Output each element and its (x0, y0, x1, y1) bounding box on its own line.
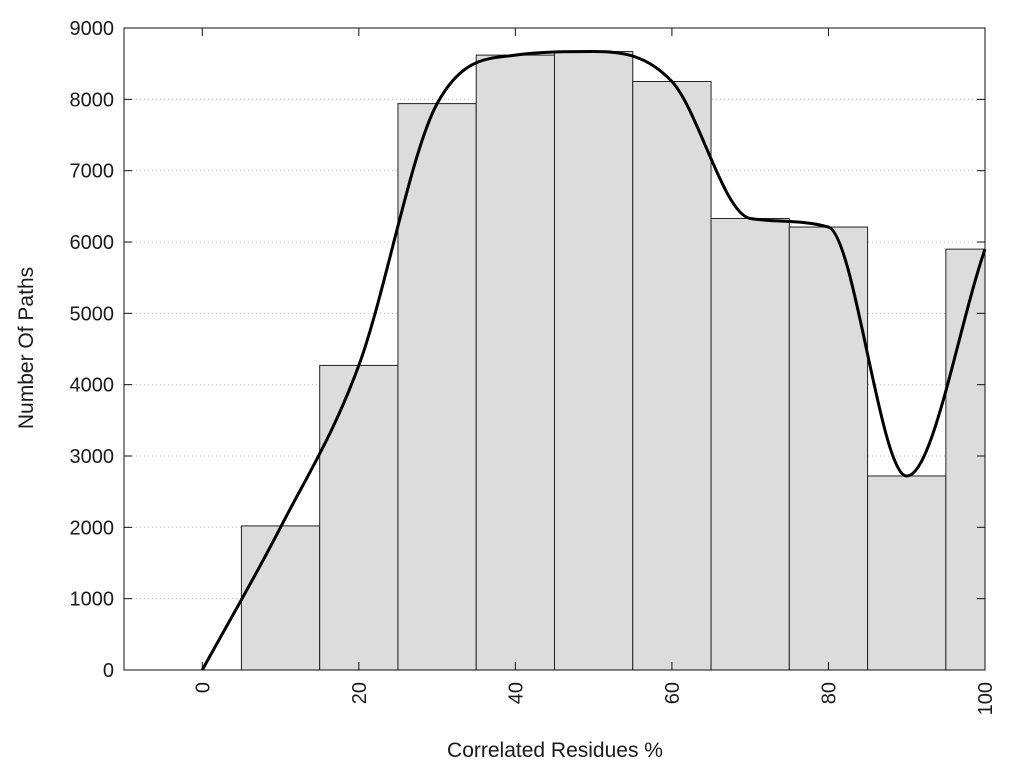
x-axis-label: Correlated Residues % (447, 739, 663, 762)
y-tick-label: 0 (103, 660, 114, 682)
y-tick-label: 7000 (70, 161, 115, 183)
histogram-bar (710, 217, 790, 671)
smoothed-curve (200, 50, 987, 671)
y-tick-label: 8000 (70, 89, 115, 111)
histogram-bar (475, 54, 555, 671)
y-tick-label: 2000 (70, 517, 115, 539)
histogram-bar (788, 226, 869, 671)
curve-line (200, 50, 987, 671)
x-tick-label: 40 (505, 682, 527, 704)
histogram-bar (319, 364, 399, 671)
y-axis-ticks: 0 1000 2000 3000 4000 5000 6000 7000 8000 9000 (70, 18, 985, 682)
histogram-bar (397, 103, 477, 671)
y-tick-label: 3000 (70, 446, 115, 468)
histogram-bars (240, 51, 986, 671)
x-axis-ticks: 0 20 40 60 80 100 (192, 28, 997, 715)
y-axis-label: Number Of Paths (15, 267, 38, 429)
x-tick-label: 60 (662, 682, 684, 704)
x-tick-label: 80 (818, 682, 840, 704)
y-tick-label: 6000 (70, 232, 115, 254)
histogram-bar (240, 525, 321, 671)
x-tick-label: 20 (349, 682, 371, 704)
histogram-bar (554, 51, 634, 671)
y-tick-label: 9000 (70, 18, 115, 40)
histogram-bar (867, 475, 947, 671)
y-tick-label: 5000 (70, 303, 115, 325)
x-tick-label: 0 (192, 682, 214, 693)
plot-frame (123, 27, 986, 671)
y-tick-label: 1000 (70, 589, 115, 611)
y-tick-label: 4000 (70, 375, 115, 397)
histogram-bar (632, 81, 712, 671)
x-tick-label: 100 (975, 682, 997, 715)
